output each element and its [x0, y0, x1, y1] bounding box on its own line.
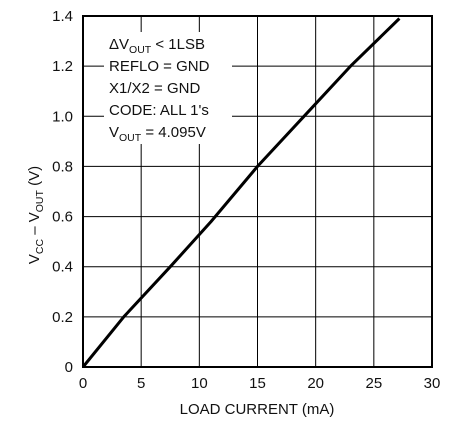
annotation-line-2: REFLO = GND	[109, 58, 210, 75]
annotation-box: ΔVOUT < 1LSB REFLO = GND X1/X2 = GND COD…	[104, 32, 232, 144]
y-tick-label: 0.6	[52, 209, 73, 226]
x-tick-labels: 0 5 10 15 20 25 30	[79, 375, 441, 392]
grid	[82, 15, 433, 368]
x-tick-label: 5	[137, 375, 145, 392]
y-tick-label: 0.2	[52, 309, 73, 326]
x-tick-label: 0	[79, 375, 87, 392]
x-tick-label: 20	[307, 375, 324, 392]
x-tick-label: 25	[365, 375, 382, 392]
y-tick-label: 0.4	[52, 259, 73, 276]
x-tick-label: 15	[249, 375, 266, 392]
y-axis-label: VCC – VOUT (V)	[26, 166, 46, 264]
y-tick-label: 1.4	[52, 8, 73, 25]
annotation-line-5: VOUT = 4.095V	[109, 124, 206, 144]
annotation-line-3: X1/X2 = GND	[109, 80, 200, 97]
y-tick-label: 1.2	[52, 58, 73, 75]
x-axis-label: LOAD CURRENT (mA)	[180, 401, 335, 418]
y-tick-labels: 0 0.2 0.4 0.6 0.8 1.0 1.2 1.4	[52, 8, 73, 376]
annotation-line-4: CODE: ALL 1's	[109, 102, 209, 119]
series-line	[81, 17, 401, 368]
y-tick-label: 1.0	[52, 108, 73, 125]
annotation-line-1: ΔVOUT < 1LSB	[109, 36, 205, 56]
annotation-background	[104, 32, 232, 144]
x-tick-label: 30	[424, 375, 441, 392]
plot-frame	[82, 15, 433, 368]
x-tick-label: 10	[191, 375, 208, 392]
y-tick-label: 0.8	[52, 158, 73, 175]
y-tick-label: 0	[65, 359, 73, 376]
